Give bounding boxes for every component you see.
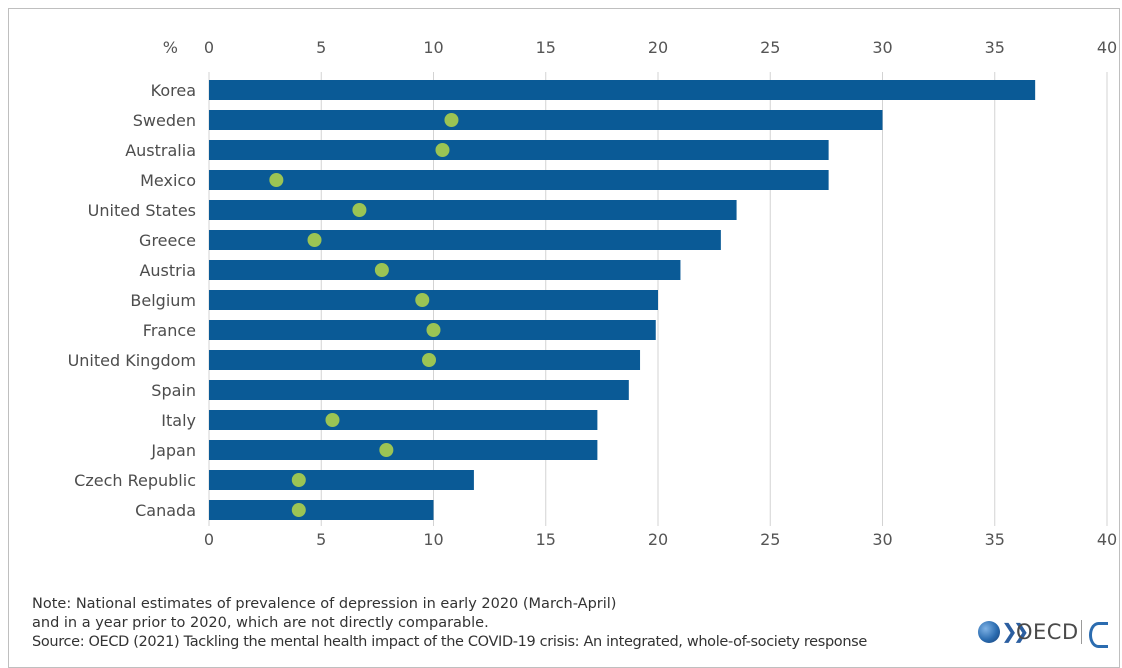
x-tick-bottom: 0 — [204, 530, 214, 549]
category-label: Canada — [135, 501, 196, 520]
x-tick-top: 15 — [536, 38, 556, 57]
x-tick-bottom: 20 — [648, 530, 668, 549]
category-label: Greece — [139, 231, 196, 250]
x-tick-bottom: 5 — [316, 530, 326, 549]
x-tick-top: 30 — [872, 38, 892, 57]
point — [422, 353, 437, 367]
category-label: Belgium — [130, 291, 196, 310]
category-label: France — [143, 321, 196, 340]
category-label: Korea — [151, 81, 196, 100]
logo-text: OECD — [1016, 620, 1079, 644]
x-tick-bottom: 30 — [872, 530, 892, 549]
bar — [209, 140, 829, 160]
x-tick-top: 40 — [1097, 38, 1117, 57]
category-label: United States — [88, 201, 196, 220]
point — [352, 203, 367, 217]
x-tick-bottom: 40 — [1097, 530, 1117, 549]
bar — [209, 110, 883, 130]
x-tick-top: 10 — [423, 38, 443, 57]
category-label: Australia — [125, 141, 196, 160]
bar — [209, 500, 434, 520]
x-tick-bottom: 35 — [985, 530, 1005, 549]
x-tick-top: 35 — [985, 38, 1005, 57]
bar — [209, 470, 474, 490]
bar — [209, 440, 598, 460]
point — [291, 503, 306, 517]
x-tick-bottom: 25 — [760, 530, 780, 549]
x-tick-top: 25 — [760, 38, 780, 57]
logo-divider — [1081, 620, 1082, 644]
x-tick-top: 5 — [316, 38, 326, 57]
category-label: Sweden — [133, 111, 196, 130]
x-tick-top: 0 — [204, 38, 214, 57]
x-tick-bottom: 10 — [423, 530, 443, 549]
source-line: Source: OECD (2021) Tackling the mental … — [32, 634, 867, 650]
category-label: Italy — [161, 411, 196, 430]
partner-logo-icon — [1089, 622, 1108, 648]
category-labels: Korea Sweden Australia Mexico United States G… — [68, 81, 196, 520]
point — [291, 473, 306, 487]
point — [269, 173, 284, 187]
bar — [209, 290, 658, 310]
point — [435, 143, 450, 157]
category-label: Japan — [150, 441, 196, 460]
bar — [209, 80, 1036, 100]
point — [415, 293, 430, 307]
category-label: Mexico — [140, 171, 196, 190]
point — [426, 323, 441, 337]
x-tick-bottom: 15 — [536, 530, 556, 549]
bar — [209, 380, 629, 400]
globe-icon — [978, 621, 1000, 643]
bar — [209, 230, 721, 250]
bar — [209, 410, 598, 430]
bar — [209, 200, 737, 220]
category-label: Czech Republic — [74, 471, 196, 490]
point — [307, 233, 322, 247]
point — [444, 113, 459, 127]
note-line-1: Note: National estimates of prevalence o… — [32, 596, 617, 612]
point — [325, 413, 340, 427]
x-tick-top: 20 — [648, 38, 668, 57]
oecd-logo: ❯❯ OECD — [978, 618, 1118, 648]
unit-label: % — [163, 38, 178, 57]
bar — [209, 170, 829, 190]
bar — [209, 260, 681, 280]
notes-block: Note: National estimates of prevalence o… — [32, 595, 867, 652]
depression-prevalence-chart: Korea Sweden Australia Mexico United States G… — [68, 38, 1118, 549]
bars — [209, 80, 1036, 520]
axis-tick-labels: 0 0 5 5 10 10 15 15 20 20 25 25 30 30 35 35 40 40 — [204, 38, 1117, 549]
category-label: Austria — [139, 261, 196, 280]
category-label: Spain — [151, 381, 196, 400]
note-line-2: and in a year prior to 2020, which are n… — [32, 615, 489, 631]
points — [269, 113, 459, 517]
point — [374, 263, 389, 277]
category-label: United Kingdom — [68, 351, 196, 370]
point — [379, 443, 394, 457]
